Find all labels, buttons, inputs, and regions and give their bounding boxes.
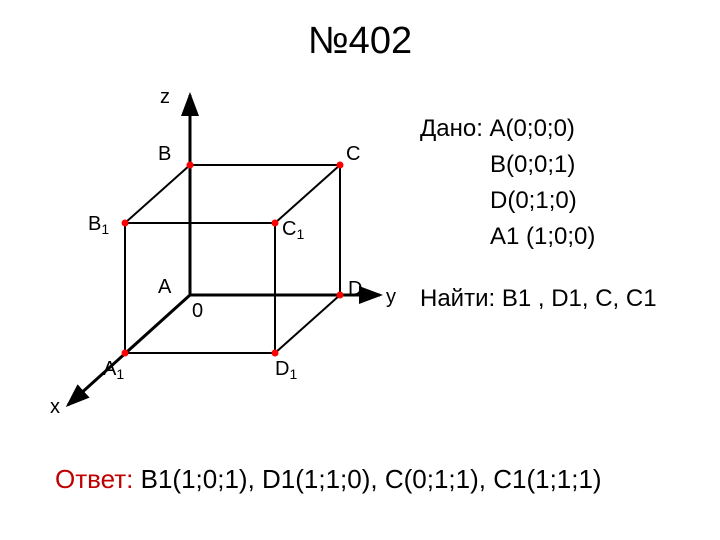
svg-text:B1: B1 [88, 213, 109, 237]
origin-label: 0 [192, 300, 203, 322]
svg-text:y: y [386, 286, 396, 308]
given-line-D: D(0;1;0) [420, 187, 657, 215]
problem-text: Дано: А(0;0;0) В(0;0;1) D(0;1;0) А1 (1;0… [420, 115, 657, 321]
svg-text:A1: A1 [103, 358, 124, 382]
svg-text:B: B [158, 143, 171, 165]
problem-number: №402 [308, 20, 412, 63]
svg-text:D: D [348, 278, 362, 300]
svg-text:x: x [50, 396, 60, 418]
find-line: Найти: В1 , D1, С, С1 [420, 285, 657, 313]
cube-diagram: z y x A B C D A1 B1 C1 D1 0 [30, 85, 410, 425]
svg-text:D1: D1 [275, 358, 297, 382]
given-line-B: В(0;0;1) [420, 151, 657, 179]
svg-text:A: A [158, 276, 172, 298]
answer-line: Ответ: В1(1;0;1), D1(1;1;0), С(0;1;1), С… [55, 464, 602, 495]
given-line-A1: А1 (1;0;0) [420, 223, 657, 251]
svg-text:C1: C1 [282, 218, 304, 242]
given-line-A: Дано: А(0;0;0) [420, 115, 657, 143]
svg-text:C: C [346, 143, 360, 165]
svg-text:z: z [160, 86, 170, 108]
